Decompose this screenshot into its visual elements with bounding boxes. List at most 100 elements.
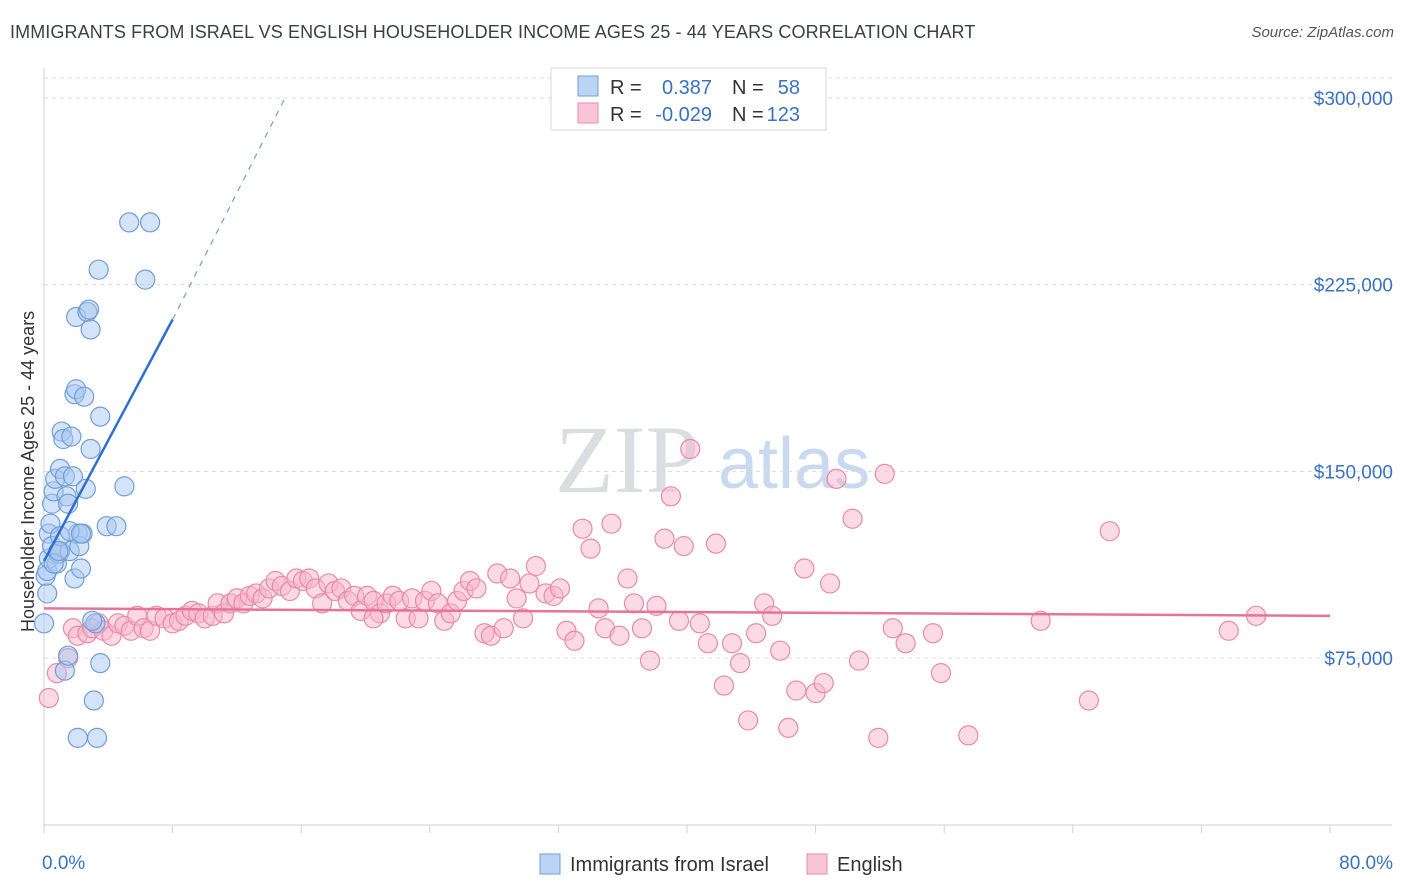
data-point bbox=[38, 687, 59, 709]
data-point bbox=[697, 633, 718, 654]
data-point bbox=[1099, 521, 1120, 542]
stats-swatch-pink bbox=[577, 102, 599, 124]
data-point bbox=[114, 476, 135, 497]
data-point bbox=[778, 717, 799, 738]
data-point bbox=[786, 680, 807, 701]
trend-lines bbox=[42, 97, 1331, 618]
data-point bbox=[82, 610, 103, 631]
chart-title: IMMIGRANTS FROM ISRAEL VS ENGLISH HOUSEH… bbox=[10, 22, 976, 42]
x-ticks bbox=[43, 825, 1331, 833]
data-point bbox=[746, 623, 767, 644]
x-tick-label-max: 80.0% bbox=[1339, 853, 1393, 874]
y-tick-label: $75,000 bbox=[1324, 649, 1393, 670]
stats-r-value-blue: 0.387 bbox=[662, 77, 712, 99]
data-point bbox=[660, 486, 682, 507]
data-point bbox=[74, 386, 95, 407]
trend-line-israel-extension bbox=[172, 97, 286, 320]
data-point bbox=[80, 319, 101, 340]
data-point bbox=[848, 650, 870, 671]
data-point bbox=[1030, 610, 1051, 631]
english-points bbox=[38, 438, 1267, 748]
data-point bbox=[139, 212, 161, 233]
data-point bbox=[525, 555, 546, 577]
data-point bbox=[80, 438, 101, 460]
stats-swatch-blue bbox=[577, 75, 599, 97]
data-point bbox=[721, 633, 743, 654]
data-point bbox=[549, 578, 571, 599]
data-point bbox=[609, 625, 630, 646]
data-point bbox=[631, 618, 653, 639]
legend-label-english: English bbox=[837, 854, 903, 876]
data-point bbox=[601, 513, 622, 534]
data-point bbox=[930, 663, 952, 684]
y-tick-label: $150,000 bbox=[1314, 462, 1393, 483]
trend-line-israel bbox=[42, 318, 174, 562]
data-point bbox=[572, 518, 593, 539]
legend: Immigrants from Israel English bbox=[539, 853, 903, 876]
y-tick-label: $225,000 bbox=[1314, 276, 1393, 297]
data-point bbox=[564, 630, 585, 651]
data-point bbox=[958, 725, 979, 746]
data-point bbox=[86, 727, 108, 748]
data-point bbox=[311, 593, 333, 614]
data-point bbox=[680, 438, 701, 460]
data-point bbox=[78, 299, 100, 320]
data-point bbox=[62, 466, 84, 487]
data-point bbox=[588, 598, 609, 619]
stats-n-value-blue: 58 bbox=[778, 77, 800, 99]
data-point bbox=[762, 605, 783, 626]
data-point bbox=[882, 618, 903, 639]
stats-box: R = 0.387 N = 58 R = -0.029 N = 123 bbox=[550, 67, 827, 131]
data-point bbox=[668, 610, 690, 631]
data-point bbox=[580, 538, 601, 559]
data-point bbox=[106, 516, 127, 537]
data-point bbox=[729, 653, 751, 674]
data-point bbox=[623, 593, 645, 614]
stats-r-label-blue: R = bbox=[610, 77, 642, 99]
stats-r-label-pink: R = bbox=[610, 104, 642, 126]
data-point bbox=[61, 426, 82, 447]
data-point bbox=[689, 613, 710, 634]
stats-n-label-pink: N = bbox=[732, 104, 764, 126]
y-axis-label: Householder Income Ages 25 - 44 years bbox=[18, 311, 38, 632]
data-point bbox=[770, 640, 791, 661]
trend-line-english bbox=[43, 607, 1331, 618]
data-point bbox=[90, 653, 111, 674]
data-point bbox=[119, 212, 140, 233]
source-label: Source: ZipAtlas.com bbox=[1251, 24, 1394, 41]
x-tick-label-min: 0.0% bbox=[42, 853, 85, 874]
data-point bbox=[506, 588, 527, 609]
legend-label-israel: Immigrants from Israel bbox=[570, 854, 769, 876]
data-point bbox=[466, 578, 487, 599]
data-point bbox=[1078, 690, 1099, 711]
data-point bbox=[83, 690, 104, 711]
data-point bbox=[90, 406, 111, 427]
data-point bbox=[654, 528, 675, 549]
data-point bbox=[363, 608, 384, 629]
data-point bbox=[868, 727, 889, 748]
data-point bbox=[88, 259, 109, 280]
watermark-atlas: atlas bbox=[718, 424, 870, 504]
data-point bbox=[617, 568, 638, 589]
data-point bbox=[408, 608, 429, 629]
data-point bbox=[70, 523, 92, 544]
data-point bbox=[646, 595, 667, 616]
data-point bbox=[500, 568, 521, 589]
data-point bbox=[37, 583, 58, 604]
data-point bbox=[826, 468, 847, 489]
gridlines bbox=[44, 77, 1392, 659]
y-tick-label: $300,000 bbox=[1314, 89, 1393, 110]
legend-swatch-israel bbox=[539, 853, 561, 875]
data-point bbox=[794, 558, 815, 579]
data-point bbox=[519, 573, 540, 594]
data-point bbox=[737, 710, 759, 731]
stats-n-value-pink: 123 bbox=[767, 104, 800, 126]
data-point bbox=[842, 508, 863, 529]
stats-n-label-blue: N = bbox=[732, 77, 764, 99]
data-point bbox=[673, 536, 694, 557]
legend-swatch-english bbox=[806, 853, 828, 875]
data-point bbox=[895, 633, 916, 654]
data-point bbox=[1218, 620, 1239, 641]
data-point bbox=[819, 573, 841, 594]
